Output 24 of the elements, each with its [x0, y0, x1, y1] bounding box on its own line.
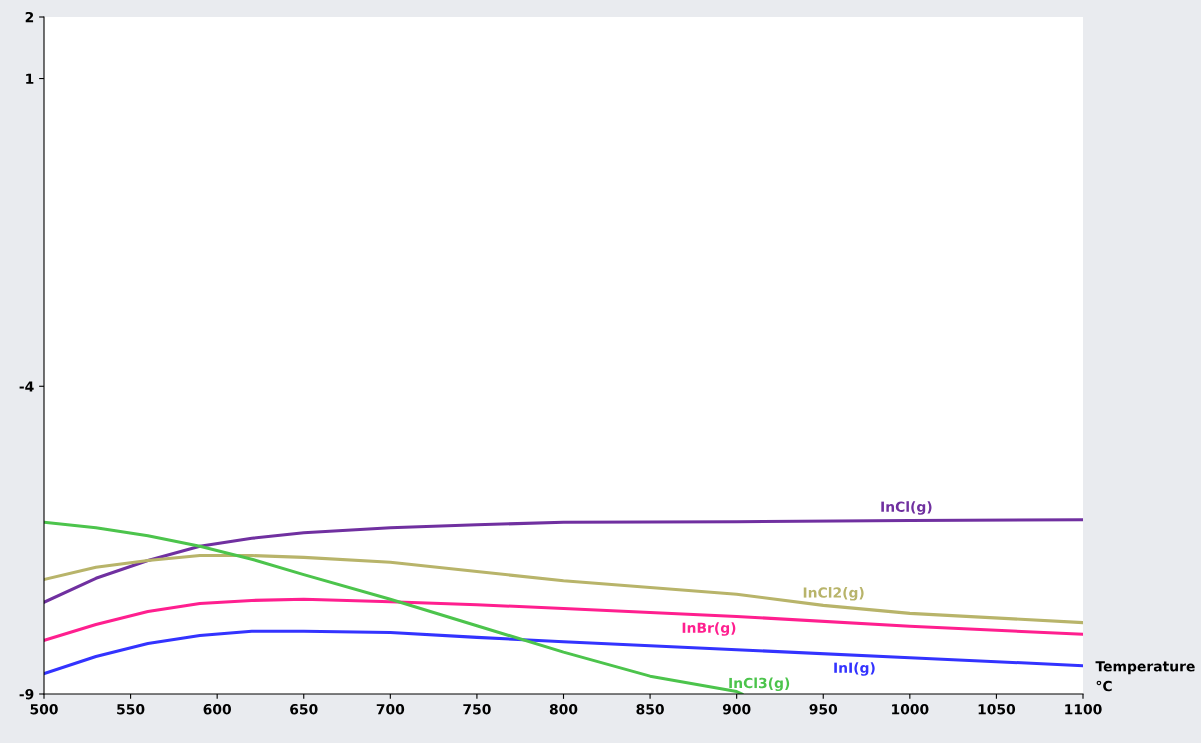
y-tick-label: -9	[19, 688, 34, 700]
x-tick-label: 750	[463, 703, 491, 715]
series-label: InCl2(g)	[803, 587, 864, 601]
series-label: InCl3(g)	[729, 677, 790, 692]
x-tick-label: 500	[30, 703, 58, 715]
y-tick-label: 2	[25, 11, 34, 23]
x-tick-label: 850	[636, 703, 664, 715]
y-tick-label: 1	[26, 73, 34, 84]
x-tick-label: 1050	[978, 703, 1016, 715]
series-label: InI(g)	[834, 662, 875, 676]
series-label: InCl(g)	[881, 501, 932, 515]
x-tick-label: 1000	[892, 703, 929, 715]
x-tick-label: 1100	[1065, 703, 1102, 715]
series-label: InBr(g)	[682, 622, 736, 636]
x-tick-label: 550	[117, 703, 145, 715]
y-tick-label: -4	[19, 381, 34, 392]
line-series	[44, 518, 1083, 604]
x-axis-title: Temperature °C	[1095, 661, 1195, 692]
x-tick-label: 800	[549, 703, 578, 715]
x-tick-label: 900	[722, 703, 751, 715]
x-tick-label: 650	[290, 703, 318, 715]
x-tick-label: 700	[376, 703, 405, 715]
x-tick-label: 950	[809, 703, 838, 715]
x-tick-label: 600	[203, 703, 231, 715]
